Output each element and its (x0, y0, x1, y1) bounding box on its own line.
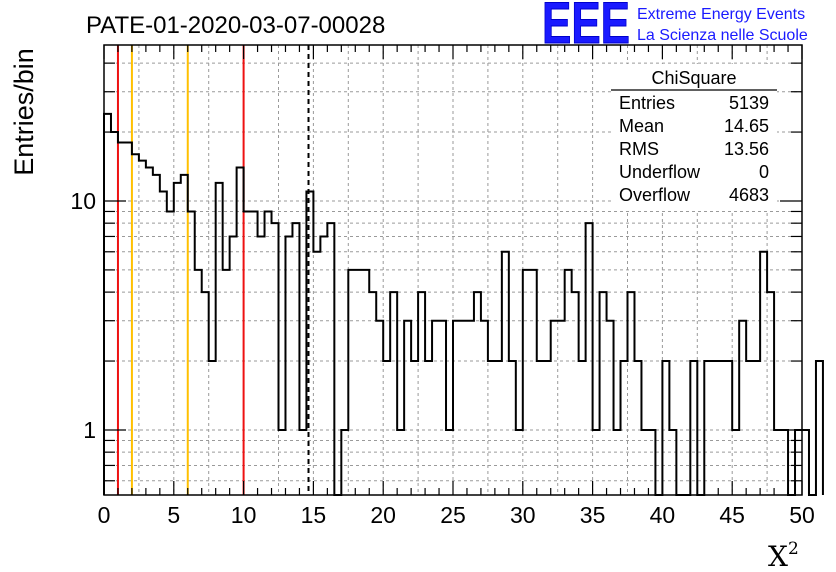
eee-logo-mark: EEE (542, 0, 630, 56)
x-tick-label: 45 (719, 502, 745, 528)
stat-label-rms: RMS (619, 139, 659, 159)
x-axis-label-base: X (768, 540, 788, 572)
x-tick-label: 30 (510, 502, 536, 528)
stat-value-overflow: 4683 (729, 185, 769, 205)
logo-line-2: La Scienza nelle Scuole (637, 27, 808, 44)
x-tick-label: 25 (440, 502, 466, 528)
logo-line-1: Extreme Energy Events (637, 6, 805, 23)
x-tick-label: 20 (370, 502, 396, 528)
x-tick-label: 50 (789, 502, 815, 528)
x-axis-label: X2 (768, 539, 799, 572)
axes: 0 5 10 15 20 25 30 35 40 45 50 1 10 (70, 45, 815, 528)
x-tick-label: 40 (650, 502, 676, 528)
stat-label-underflow: Underflow (619, 162, 701, 182)
stat-label-mean: Mean (619, 116, 664, 136)
y-tick-label: 1 (83, 417, 96, 443)
marker-lines (116, 45, 310, 495)
x-tick-label: 0 (98, 502, 111, 528)
stat-label-overflow: Overflow (619, 185, 691, 205)
stat-value-underflow: 0 (759, 162, 769, 182)
x-axis-label-superscript: 2 (788, 539, 799, 559)
x-tick-label: 5 (167, 502, 180, 528)
stats-box-background (611, 64, 777, 210)
stat-value-rms: 13.56 (724, 139, 769, 159)
stat-value-mean: 14.65 (724, 116, 769, 136)
stats-box: ChiSquare Entries 5139 Mean 14.65 RMS 13… (611, 64, 777, 210)
stat-value-entries: 5139 (729, 93, 769, 113)
chart-title: PATE-01-2020-03-07-00028 (86, 12, 385, 39)
x-tick-label: 15 (301, 502, 327, 528)
x-tick-label: 35 (580, 502, 606, 528)
histogram-line (103, 112, 824, 496)
eee-logo: EEE Extreme Energy Events La Scienza nel… (542, 0, 808, 57)
stats-box-title: ChiSquare (651, 68, 736, 88)
y-axis-label: Entries/bin (9, 48, 39, 176)
stat-label-entries: Entries (619, 93, 675, 113)
x-tick-label: 10 (231, 502, 257, 528)
y-tick-label: 10 (70, 188, 96, 214)
